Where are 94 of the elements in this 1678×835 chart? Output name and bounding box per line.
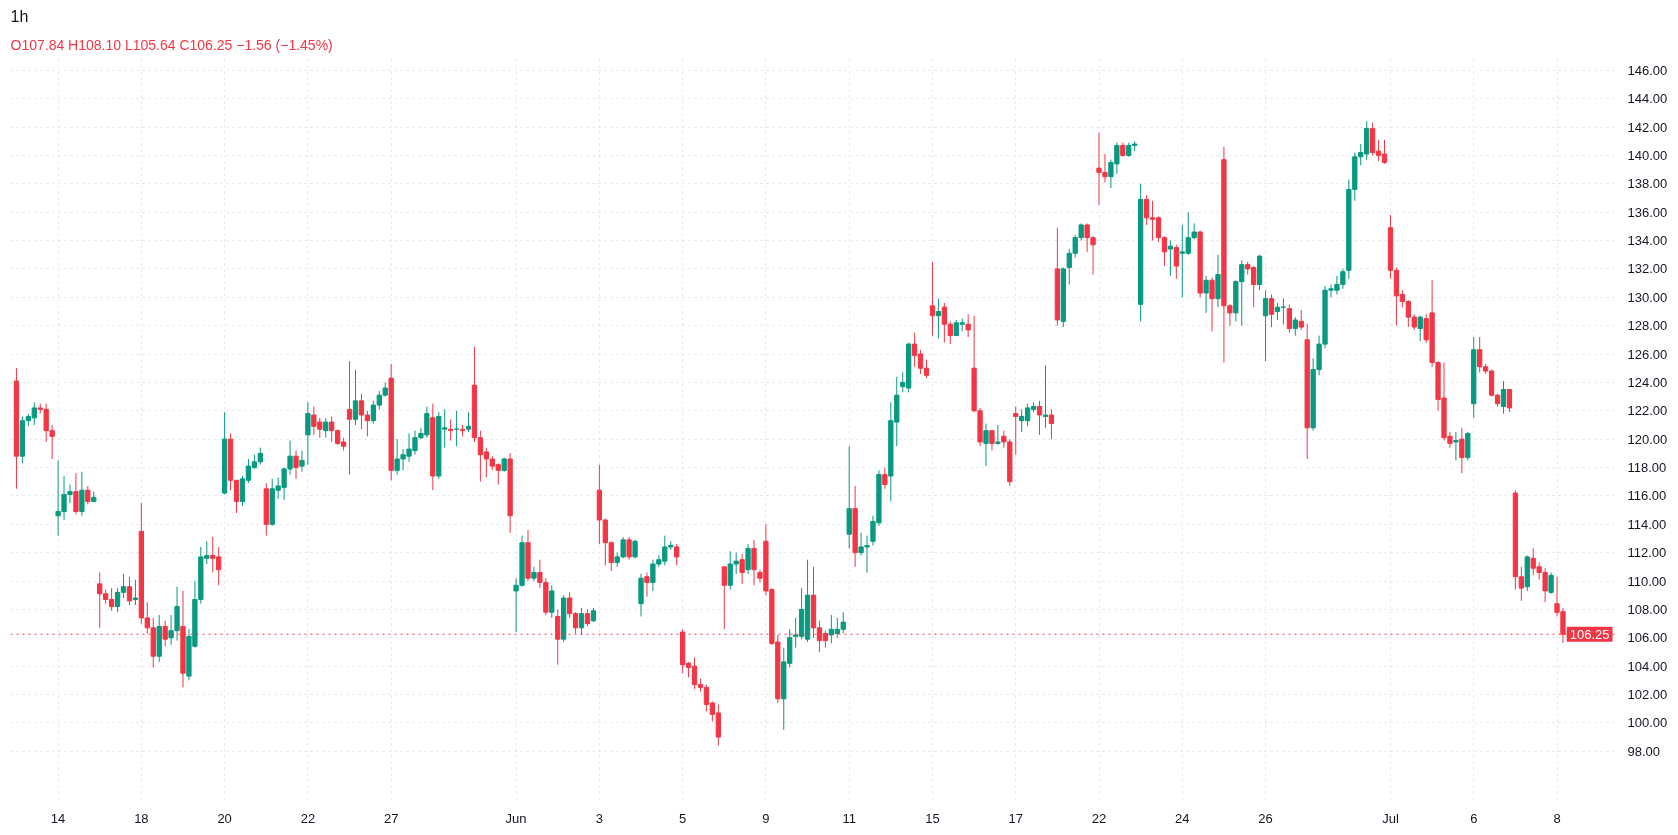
candlestick — [578, 607, 585, 636]
x-tick-label: 14 — [50, 810, 66, 826]
candlestick — [1500, 380, 1507, 415]
candlestick — [1298, 309, 1304, 331]
y-tick-label: 138.00 — [1627, 176, 1668, 192]
candlestick — [1459, 427, 1465, 474]
candlestick — [745, 543, 751, 575]
y-tick-label: 128.00 — [1627, 318, 1668, 334]
y-tick-label: 120.00 — [1627, 431, 1668, 447]
x-tick-label: 17 — [1008, 810, 1023, 826]
candlestick — [1286, 303, 1292, 334]
x-tick-label: 8 — [1553, 810, 1561, 826]
candlestick — [882, 467, 888, 490]
y-tick-label: 144.00 — [1627, 91, 1668, 107]
candlestick — [626, 536, 632, 561]
y-tick-label: 102.00 — [1627, 687, 1668, 703]
candlestick — [1209, 276, 1215, 332]
candlestick — [549, 584, 555, 619]
candlestick — [1268, 293, 1275, 328]
candlestick — [674, 543, 680, 566]
candlestick — [73, 472, 79, 515]
candlestick — [305, 401, 311, 466]
y-tick-label: 126.00 — [1627, 346, 1668, 362]
candlestick — [1036, 400, 1043, 436]
x-tick-label: 3 — [595, 810, 603, 826]
x-tick-label: 24 — [1175, 810, 1190, 826]
y-tick-label: 114.00 — [1627, 516, 1667, 532]
candlestick — [1506, 388, 1513, 413]
candlestick — [929, 261, 936, 337]
candlestick — [1292, 316, 1298, 337]
ref-line-label: 106.25 — [1569, 626, 1610, 642]
y-tick-label: 98.00 — [1627, 743, 1661, 759]
x-tick-label: 9 — [762, 810, 770, 826]
y-tick-label: 104.00 — [1627, 658, 1668, 674]
candlestick — [79, 471, 85, 517]
chart-title: 1h — [10, 7, 29, 25]
candlestick — [935, 298, 942, 339]
candlestick — [995, 424, 1001, 446]
y-tick-label: 122.00 — [1627, 403, 1668, 419]
candlestick — [1453, 431, 1459, 461]
x-tick-label: 6 — [1470, 810, 1478, 826]
x-tick-label: 22 — [1091, 810, 1107, 826]
candlestick — [1548, 572, 1554, 595]
x-tick-label: 22 — [300, 810, 316, 826]
candlestick — [1048, 408, 1055, 440]
y-tick-label: 100.00 — [1627, 715, 1668, 731]
x-tick-label: 27 — [383, 810, 399, 826]
candlestick — [1173, 244, 1179, 280]
x-tick-label: 5 — [679, 810, 687, 826]
candlestick — [346, 360, 353, 476]
candlestick — [1167, 240, 1174, 277]
candlestick — [1203, 275, 1209, 314]
candlestick — [1042, 364, 1049, 429]
candlestick — [85, 485, 91, 505]
candlestick — [644, 572, 650, 598]
y-tick-label: 134.00 — [1627, 233, 1668, 249]
y-tick-label: 142.00 — [1627, 119, 1668, 135]
x-tick-label: 20 — [217, 810, 232, 826]
y-tick-label: 108.00 — [1627, 601, 1668, 617]
candlestick — [299, 449, 305, 473]
candlestick — [531, 566, 537, 582]
candlestick — [989, 430, 995, 451]
y-tick-label: 132.00 — [1627, 261, 1668, 277]
candlestick — [1013, 406, 1019, 456]
candlestick — [1417, 315, 1423, 342]
candlestick — [721, 566, 727, 630]
y-tick-label: 116.00 — [1627, 488, 1667, 504]
x-tick-label: 15 — [925, 810, 940, 826]
y-tick-label: 106.00 — [1627, 630, 1668, 646]
candlestick — [983, 423, 989, 467]
y-tick-label: 118.00 — [1627, 460, 1667, 476]
x-tick-label: Jul — [1382, 810, 1399, 826]
y-tick-label: 140.00 — [1627, 147, 1668, 163]
x-tick-label: 11 — [842, 810, 856, 826]
y-tick-label: 112.00 — [1627, 545, 1667, 561]
y-tick-label: 124.00 — [1627, 374, 1668, 390]
x-tick-label: 18 — [134, 810, 149, 826]
candlestick — [132, 579, 139, 606]
candlestick — [465, 411, 472, 433]
y-tick-label: 136.00 — [1627, 204, 1668, 220]
y-tick-label: 130.00 — [1627, 289, 1668, 305]
y-tick-label: 110.00 — [1627, 573, 1667, 589]
chart-subtitle: O107.84 H108.10 L105.64 C106.25 −1.56 (−1.45%) — [10, 36, 333, 53]
candlestick — [293, 449, 299, 480]
candlestick — [965, 313, 971, 338]
x-tick-label: 26 — [1258, 810, 1273, 826]
x-tick-label: Jun — [505, 810, 527, 826]
candlestick — [126, 576, 133, 606]
candlestick — [323, 417, 329, 439]
candlestick — [739, 553, 745, 585]
candlestick — [352, 369, 359, 426]
y-tick-label: 146.00 — [1627, 62, 1668, 78]
candlestick — [1262, 289, 1269, 362]
candlestick — [751, 539, 757, 586]
